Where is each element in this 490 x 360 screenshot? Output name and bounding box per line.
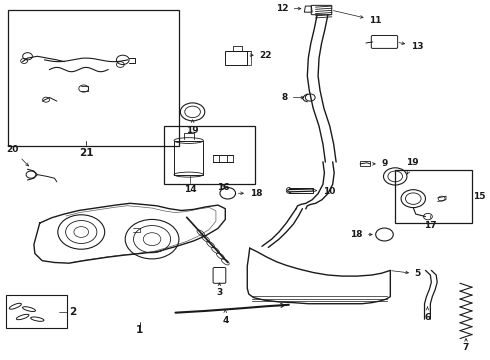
Text: 11: 11 — [334, 11, 382, 25]
Bar — [225, 51, 247, 65]
Bar — [289, 188, 313, 193]
Text: 21: 21 — [79, 148, 94, 158]
Text: 15: 15 — [473, 192, 486, 201]
Text: 7: 7 — [463, 338, 469, 352]
Text: 18: 18 — [238, 189, 262, 198]
Bar — [5, 296, 67, 328]
Bar — [8, 10, 179, 146]
Text: 4: 4 — [222, 310, 228, 325]
Text: 8: 8 — [282, 93, 304, 102]
Text: 17: 17 — [424, 221, 437, 230]
Text: 9: 9 — [372, 159, 388, 168]
Bar — [174, 140, 203, 175]
Text: 19: 19 — [186, 120, 199, 135]
Text: 2: 2 — [69, 307, 76, 316]
Text: 18: 18 — [350, 230, 372, 239]
Text: 19: 19 — [406, 158, 418, 174]
Text: 16: 16 — [217, 183, 229, 192]
Bar — [395, 170, 472, 223]
Bar — [164, 126, 255, 184]
Text: 14: 14 — [184, 185, 196, 194]
Text: 13: 13 — [399, 42, 423, 51]
Text: 3: 3 — [216, 283, 222, 297]
Text: 20: 20 — [7, 145, 28, 166]
Bar — [213, 155, 219, 162]
Text: 6: 6 — [424, 307, 431, 322]
Text: 22: 22 — [250, 51, 272, 60]
Bar — [227, 155, 233, 162]
Bar — [360, 161, 370, 166]
Text: 10: 10 — [314, 187, 335, 196]
Text: 12: 12 — [276, 4, 301, 13]
Text: 5: 5 — [392, 269, 421, 278]
Text: 1: 1 — [136, 325, 144, 335]
